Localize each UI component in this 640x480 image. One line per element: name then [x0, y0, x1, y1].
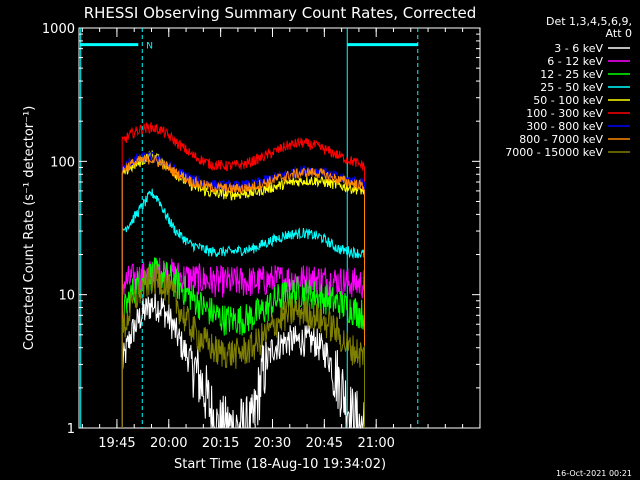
- legend-header: Att 0: [606, 27, 632, 40]
- series-line: [121, 188, 365, 428]
- series-line: [121, 150, 365, 428]
- series-line: [121, 263, 365, 428]
- legend-entry: 100 - 300 keV: [526, 107, 603, 120]
- x-tick-label: 21:00: [357, 436, 394, 451]
- series-line: [121, 154, 365, 428]
- legend-entry: 12 - 25 keV: [540, 68, 603, 81]
- y-tick-label: 1: [67, 422, 75, 437]
- x-tick-label: 20:45: [306, 436, 343, 451]
- chart-title: RHESSI Observing Summary Count Rates, Co…: [84, 4, 477, 22]
- x-tick-label: 20:00: [150, 436, 187, 451]
- series-line: [121, 121, 365, 428]
- legend-header: Det 1,3,4,5,6,9,: [546, 15, 632, 28]
- series-line: [121, 257, 365, 428]
- legend-entry: 6 - 12 keV: [547, 55, 603, 68]
- legend-entry: 7000 - 15000 keV: [505, 146, 603, 159]
- footer-timestamp: 16-Oct-2021 00:21: [556, 469, 632, 478]
- y-axis-label: Corrected Count Rate (s⁻¹ detector⁻¹): [22, 106, 37, 351]
- y-tick-label: 10: [58, 289, 75, 304]
- plot-frame: [78, 27, 481, 429]
- x-tick-label: 19:45: [98, 436, 135, 451]
- y-tick-label: 100: [50, 155, 75, 170]
- legend-entry: 300 - 800 keV: [526, 120, 603, 133]
- y-tick-label: 1000: [42, 22, 75, 37]
- x-tick-label: 20:30: [254, 436, 291, 451]
- legend-entry: 25 - 50 keV: [540, 81, 603, 94]
- legend-entry: 3 - 6 keV: [554, 42, 603, 55]
- x-tick-label: 20:15: [202, 436, 239, 451]
- flag-label: N: [146, 42, 153, 52]
- legend-entry: 50 - 100 keV: [533, 94, 603, 107]
- x-axis-label: Start Time (18-Aug-10 19:34:02): [174, 457, 386, 472]
- series-line: [121, 291, 365, 430]
- legend-entry: 800 - 7000 keV: [519, 133, 603, 146]
